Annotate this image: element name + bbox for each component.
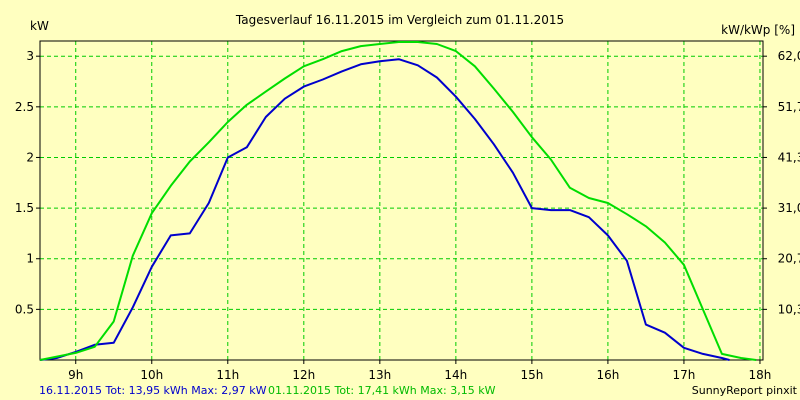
series-line-1 <box>39 58 730 361</box>
x-tick-label: 16h <box>596 368 619 382</box>
series-layer <box>39 41 757 361</box>
y-tick-label-right: 10,3 <box>778 302 800 316</box>
y-tick-label-right: 51,7 <box>778 100 800 114</box>
axis-ticks: 9h 10h 11h 12h 13h 14h 15h 16h 17h 18h 0.5 10,3 1 20,… <box>15 49 800 382</box>
x-tick-label: 15h <box>520 368 543 382</box>
x-tick-label: 17h <box>672 368 695 382</box>
x-tick-label: 18h <box>749 368 772 382</box>
series-line-2 <box>39 41 757 361</box>
x-tick-label: 11h <box>216 368 239 382</box>
y-tick-label-left: 2 <box>26 150 34 164</box>
y-tick-label-left: 0.5 <box>15 302 34 316</box>
x-tick-label: 12h <box>292 368 315 382</box>
y-axis-right-label: kW/kWp [%] <box>721 23 795 37</box>
series2-summary: 01.11.2015 Tot: 17,41 kWh Max: 3,15 kW <box>268 384 496 397</box>
y-tick-label-left: 1 <box>26 252 34 266</box>
x-tick-label: 9h <box>68 368 83 382</box>
x-tick-label: 13h <box>368 368 391 382</box>
y-axis-left-label: kW <box>30 19 49 33</box>
credit-text: SunnyReport pinxit <box>692 384 798 397</box>
y-tick-label-left: 2.5 <box>15 100 34 114</box>
grid-lines <box>40 41 763 360</box>
y-tick-label-right: 62,0 <box>778 49 800 63</box>
y-tick-label-right: 41,3 <box>778 150 800 164</box>
x-tick-label: 10h <box>140 368 163 382</box>
y-tick-label-left: 3 <box>26 49 34 63</box>
plot-frame <box>39 40 764 361</box>
x-tick-label: 14h <box>444 368 467 382</box>
series1-summary: 16.11.2015 Tot: 13,95 kWh Max: 2,97 kW <box>39 384 267 397</box>
chart-title: Tagesverlauf 16.11.2015 im Vergleich zum… <box>235 13 564 27</box>
y-tick-label-right: 20,7 <box>778 252 800 266</box>
y-tick-label-left: 1.5 <box>15 201 34 215</box>
y-tick-label-right: 31,0 <box>778 201 800 215</box>
